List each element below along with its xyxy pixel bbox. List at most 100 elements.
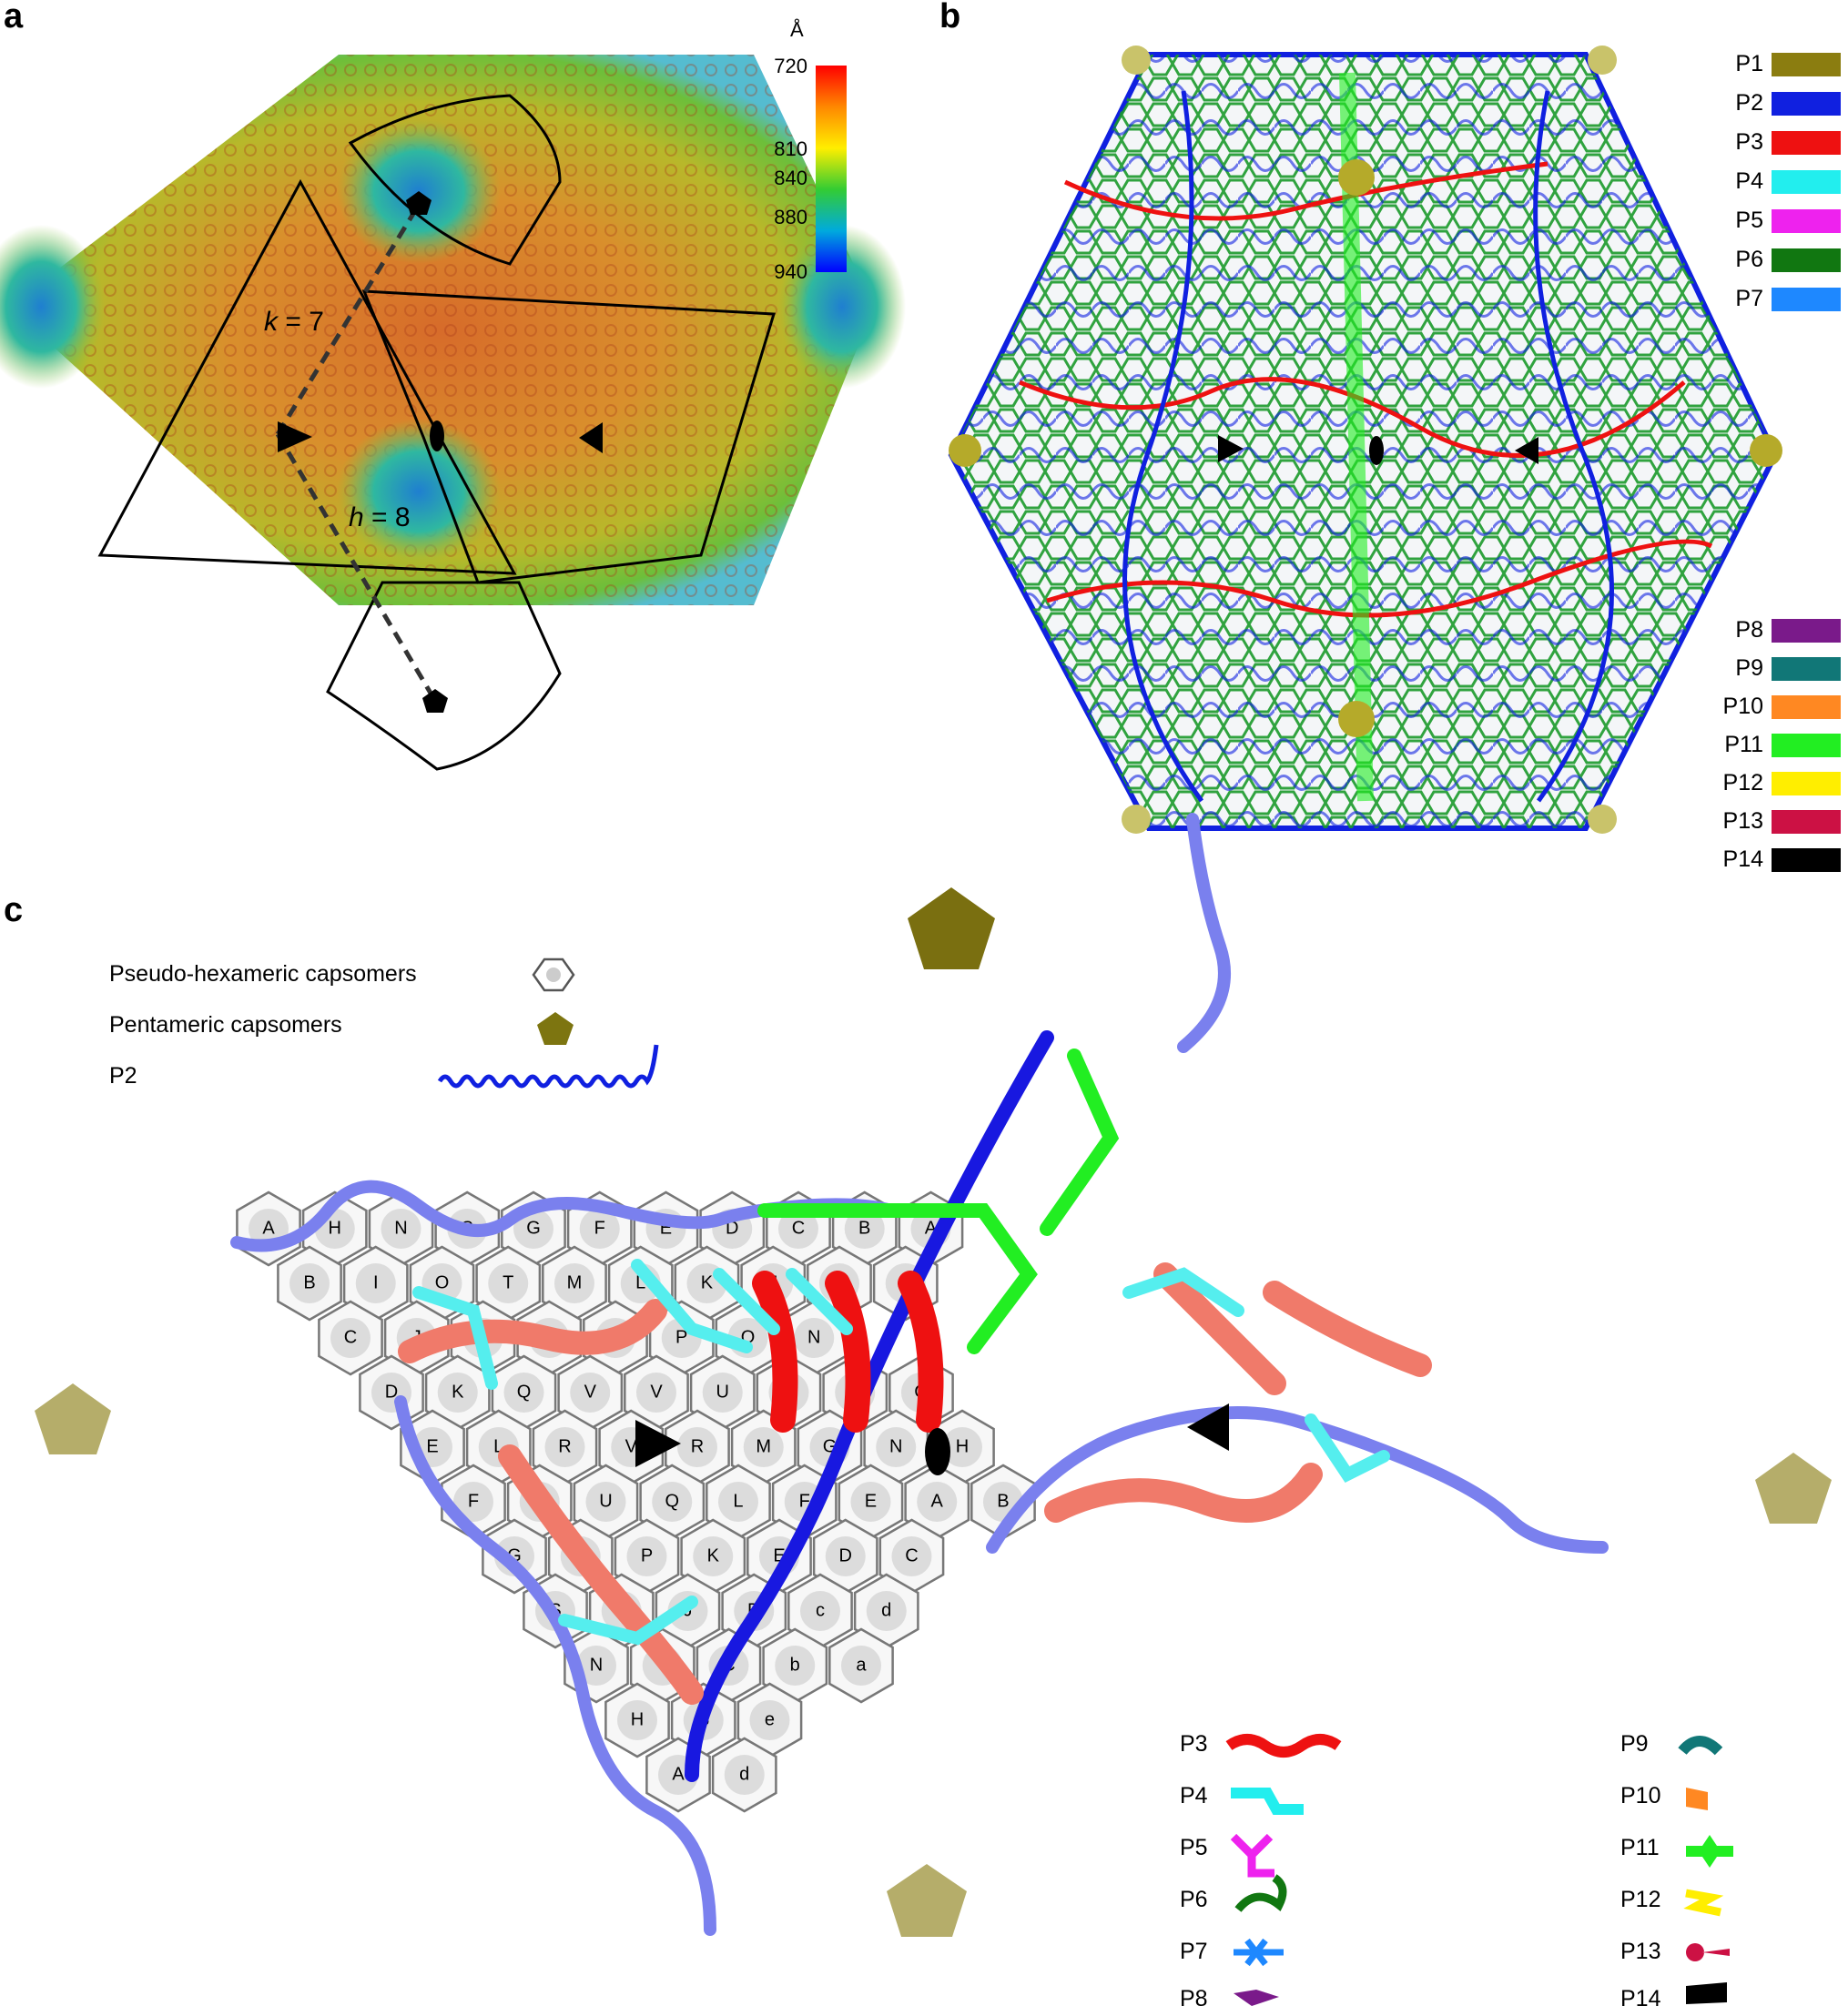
panel-a-label: a (4, 0, 24, 35)
legend-c-right: P9 P10 P11 P12 P13 P14 (1620, 1731, 1733, 2006)
capsomer-hexagon: M (542, 1245, 607, 1322)
colorbar-gradient (816, 66, 847, 272)
capsomer-hexagon: H (604, 1682, 670, 1758)
capsomer-label: H (956, 1436, 969, 1456)
capsomer-label: A (672, 1764, 685, 1784)
pentamer-icon (406, 191, 432, 215)
capsomer-label: Q (517, 1382, 532, 1402)
legend-swatch (1772, 772, 1841, 795)
hexagon-icon (532, 957, 575, 992)
twofold-icon (925, 1428, 950, 1475)
p6-glyph-icon (1234, 1874, 1287, 1912)
colorbar-tick: 720 (774, 55, 807, 77)
legend-label: P8 (1180, 1986, 1208, 2006)
legend-label: P10 (1723, 694, 1763, 719)
twofold-icon (430, 420, 444, 451)
threefold-icon (1515, 437, 1538, 464)
capsomer-label: V (625, 1436, 638, 1456)
capsomer-label: R (558, 1436, 571, 1456)
capsomer-label: F (799, 1491, 810, 1511)
capsomer-label: M (567, 1272, 583, 1292)
legend-label: P12 (1723, 770, 1763, 795)
capsomer-label: L (733, 1491, 743, 1511)
colorbar-tick: 810 (774, 137, 807, 160)
capsomer-label: E (426, 1436, 438, 1456)
capsomer-label: a (856, 1655, 867, 1675)
legend-label: P7 (1735, 286, 1763, 311)
capsomer-label: G (526, 1218, 541, 1238)
helix-icon (437, 1044, 659, 1089)
capsomer-label: H (631, 1709, 644, 1729)
capsomer-label: C (344, 1327, 357, 1347)
capsomer-hexagon: C (878, 1518, 945, 1595)
colorbar: Å 720 810 840 880 940 (774, 18, 847, 283)
capsomer-hexagon: R (532, 1409, 598, 1485)
legend-c-left: P3 P4 P5 P6 P7 P8 (1180, 1731, 1342, 2006)
capsomer-hexagon: H (301, 1190, 368, 1267)
capsomer-label: O (435, 1272, 450, 1292)
legend-label: P11 (1724, 732, 1763, 757)
legend-swatch (1772, 131, 1841, 155)
legend-label: P6 (1735, 247, 1763, 272)
colorbar-unit: Å (790, 18, 804, 41)
capsomer-label: K (707, 1545, 720, 1565)
capsomer-label: e (765, 1709, 775, 1729)
legend-b-bottom: P8 P9 P10 P11 P12 P13 P14 (1723, 617, 1841, 872)
capsomer-hexagon: e (736, 1682, 803, 1758)
pentagon-icon (537, 1012, 574, 1045)
capsid-surface-map (0, 55, 906, 605)
capsomer-label: H (329, 1218, 341, 1238)
p8-glyph-icon (1234, 1990, 1279, 2006)
legend-label: P3 (1180, 1731, 1208, 1757)
capsomer-label: E (865, 1491, 877, 1511)
capsomer-hexagon: P (614, 1518, 680, 1595)
capsomer-hexagon: R (665, 1409, 730, 1485)
legend-label: P9 (1620, 1731, 1649, 1757)
threefold-icon (579, 422, 603, 453)
colorbar-tick: 840 (774, 167, 807, 189)
capsomer-hexagon: Q (639, 1464, 706, 1540)
key-label: Pentameric capsomers (109, 1012, 342, 1038)
legend-label: P14 (1620, 1986, 1661, 2006)
p3-glyph-icon (1225, 1734, 1342, 1758)
capsomer-hexagon: L (706, 1464, 771, 1540)
p7-glyph-icon (1234, 1938, 1284, 1967)
capsomer-label: V (650, 1382, 663, 1402)
p5-glyph-icon (1230, 1833, 1274, 1878)
legend-swatch (1772, 848, 1841, 872)
capsomer-label: N (590, 1655, 603, 1675)
capsomer-hexagon: B (277, 1245, 342, 1322)
legend-label: P12 (1620, 1887, 1660, 1912)
threefold-icon (635, 1420, 681, 1467)
legend-label: P3 (1735, 129, 1763, 155)
capsomer-label: N (394, 1218, 407, 1238)
colorbar-tick: 880 (774, 206, 807, 228)
legend-swatch (1772, 248, 1841, 272)
asymmetric-unit-outlines (97, 94, 776, 771)
capsomer-label: B (997, 1491, 1009, 1511)
legend-swatch (1772, 734, 1841, 757)
capsomer-label: I (373, 1272, 379, 1292)
legend-label: P4 (1735, 168, 1763, 194)
p11-overlay (757, 1049, 1120, 1354)
key-label: P2 (109, 1063, 137, 1089)
pentamer-icon (422, 689, 448, 713)
capsomer-hexagon: Q (491, 1354, 557, 1431)
key-label: Pseudo-hexameric capsomers (109, 961, 417, 987)
capsomer-hexagon: b (762, 1627, 828, 1704)
capsomer-label: L (493, 1436, 503, 1456)
p12-glyph-icon (1683, 1889, 1724, 1917)
capsomer-label: d (739, 1764, 749, 1784)
capsomer-label: N (889, 1436, 902, 1456)
capsomer-hexagon: U (689, 1354, 756, 1431)
panel-c-label: c (4, 891, 23, 929)
capsid-protein-network (948, 46, 1782, 834)
capsomer-label: F (468, 1491, 479, 1511)
capsomer-label: B (858, 1218, 870, 1238)
legend-label: P2 (1735, 90, 1763, 116)
capsomer-hexagon: K (424, 1354, 491, 1431)
legend-swatch (1772, 288, 1841, 311)
capsomer-hexagon: K (680, 1518, 746, 1595)
capsomer-label: A (262, 1218, 275, 1238)
legend-swatch (1772, 92, 1841, 116)
